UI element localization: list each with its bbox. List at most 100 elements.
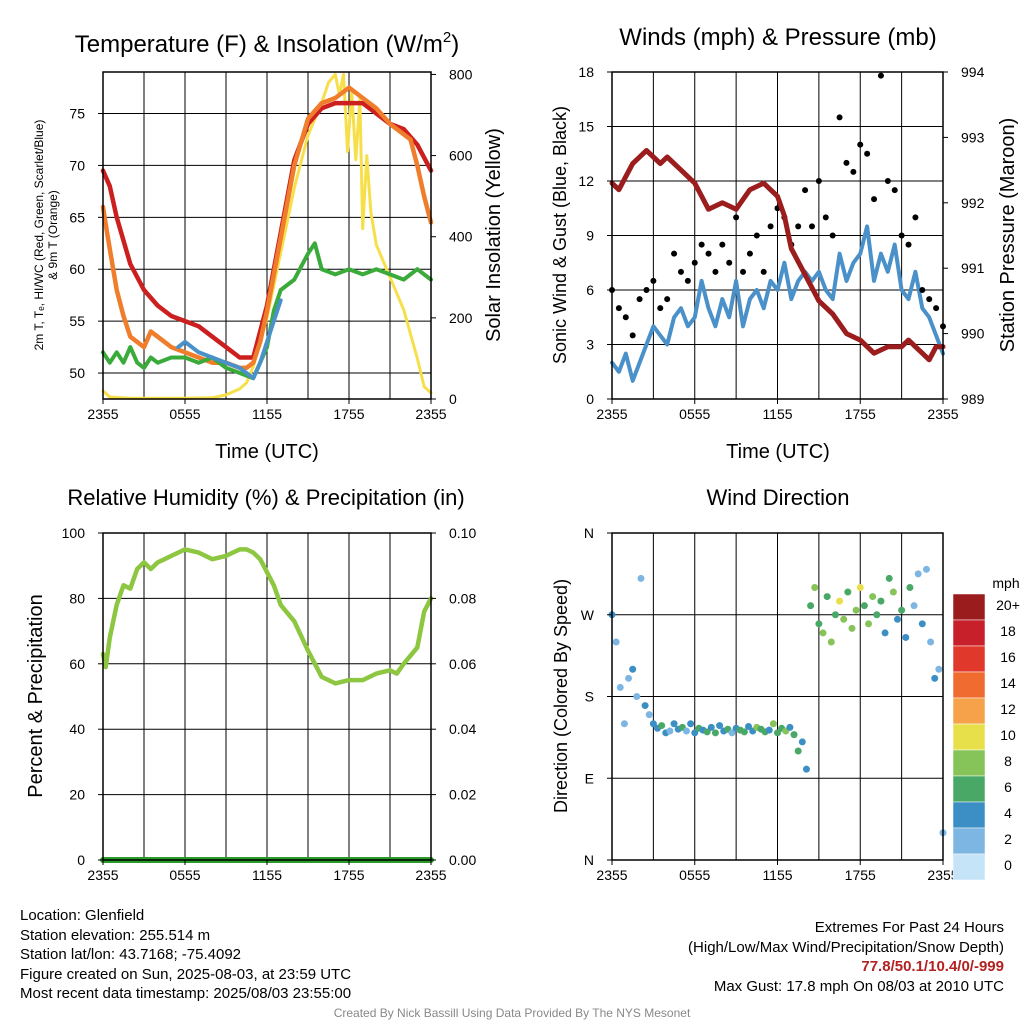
x-tick-label: 2355 <box>596 867 627 883</box>
gust-point <box>891 187 898 194</box>
pressure-tick-label: 992 <box>961 195 985 211</box>
gust-point <box>740 268 747 275</box>
wind-direction-point <box>745 722 753 730</box>
humidity-tick-label: 100 <box>62 525 86 541</box>
wind-direction-point <box>691 729 699 737</box>
x-tick-label: 1155 <box>762 867 792 883</box>
x-tick-label: 0555 <box>169 406 200 422</box>
wind-direction-point <box>823 593 831 601</box>
temperature-y-label-line2: & 9m T (Orange) <box>46 190 60 280</box>
wind-direction-point <box>687 720 695 728</box>
wind-direction-point <box>836 597 844 605</box>
gust-point <box>843 159 850 166</box>
humidity-tick-label: 40 <box>69 721 85 737</box>
gust-point <box>636 296 643 303</box>
pressure-tick-label: 994 <box>961 64 985 80</box>
temperature-tick-label: 65 <box>69 209 85 225</box>
wind-direction-point <box>856 584 864 591</box>
wind-direction-point <box>641 702 649 710</box>
wind-direction-point <box>852 606 860 614</box>
wind-chill-line <box>176 298 283 381</box>
x-tick-label: 2355 <box>596 406 627 422</box>
temperature-panel-title: Temperature (F) & Insolation (W/m2) <box>75 29 459 58</box>
station-latlon: Station lat/lon: 43.7168; -75.4092 <box>20 946 242 963</box>
gust-point <box>615 305 622 312</box>
wind-direction-point <box>935 665 943 673</box>
humidity-tick-label: 80 <box>69 590 85 606</box>
wind-direction-point <box>873 611 881 619</box>
sonic-wind-line <box>610 224 945 383</box>
pressure-line <box>609 148 946 363</box>
gust-point <box>691 259 698 266</box>
wind-direction-point <box>860 602 868 610</box>
x-tick-label: 1755 <box>333 406 364 422</box>
gust-point <box>733 214 740 221</box>
temp-2m-line <box>100 100 434 360</box>
colorbar-swatch <box>952 671 986 699</box>
wind-direction-point <box>633 693 641 700</box>
pressure-y-label: Station Pressure (Maroon) <box>997 118 1019 353</box>
wind-y-label: Sonic Wind & Gust (Blue, Black) <box>550 106 570 364</box>
gust-point <box>898 232 905 239</box>
x-tick-label: 1755 <box>333 867 364 883</box>
gust-point <box>712 268 719 275</box>
station-elevation: Station elevation: 255.514 m <box>20 926 211 944</box>
wind-direction-point <box>707 723 715 731</box>
colorbar-tick-label: 18 <box>1000 623 1016 639</box>
gust-point <box>912 214 919 221</box>
wind-direction-y-label: Direction (Colored By Speed) <box>551 579 571 813</box>
wind-direction-point <box>881 629 889 637</box>
wind-tick-label: 9 <box>586 228 594 244</box>
gust-point <box>664 296 671 303</box>
wind-direction-point <box>885 574 893 582</box>
gust-point <box>933 305 940 312</box>
insolation-tick-label: 600 <box>449 148 473 164</box>
gust-point <box>760 268 767 275</box>
wind-direction-point <box>649 720 657 728</box>
max-gust: Max Gust: 17.8 mph On 08/03 at 2010 UTC <box>713 977 1004 995</box>
temperature-x-label: Time (UTC) <box>215 441 319 463</box>
extremes-values: 77.8/50.1/10.4/0/-999 <box>861 958 1004 975</box>
colorbar-swatch <box>952 827 986 855</box>
colorbar-tick-label: 10 <box>1000 727 1016 743</box>
gust-point <box>822 214 829 221</box>
wind-direction-panel: Wind Direction 2355 0555 1155 1755 2355NESWN… <box>551 485 1020 883</box>
extremes-title: Extremes For Past 24 Hours <box>814 919 1004 936</box>
wind-tick-label: 12 <box>578 173 594 189</box>
wind-direction-point <box>616 683 624 691</box>
wind-direction-point <box>811 584 819 591</box>
colorbar-tick-label: 2 <box>1004 831 1012 847</box>
direction-tick-label: S <box>585 689 594 705</box>
insolation-tick-label: 0 <box>449 391 457 407</box>
humidity-plot-area: 2355 0555 1155 1755 23550204060801000.000.02… <box>62 525 477 883</box>
wind-direction-point <box>902 633 910 641</box>
wind-direction-point <box>794 747 802 755</box>
wind-direction-point <box>815 620 823 628</box>
wind-direction-point <box>703 728 711 736</box>
temperature-y-label-line1: 2m T, Tₑ, HI/WC (Red, Green, Scarlet/Blu… <box>32 120 46 351</box>
x-tick-label: 0555 <box>679 406 710 422</box>
wind-direction-point <box>906 584 914 591</box>
wind-direction-point <box>918 620 926 628</box>
x-tick-label: 2355 <box>415 406 446 422</box>
wind-direction-point <box>670 720 678 728</box>
colorbar-swatch <box>952 853 986 881</box>
gust-point <box>829 232 836 239</box>
wind-direction-point <box>645 711 653 719</box>
winds-panel-title: Winds (mph) & Pressure (mb) <box>619 24 936 51</box>
colorbar-tick-label: 0 <box>1004 857 1012 873</box>
wind-direction-point <box>612 638 620 646</box>
x-tick-label: 1755 <box>845 867 876 883</box>
x-tick-label: 1155 <box>252 867 282 883</box>
colorbar-unit-label: mph <box>992 575 1019 591</box>
wind-direction-point <box>865 620 873 628</box>
x-tick-label: 0555 <box>679 867 710 883</box>
gust-point <box>767 223 774 230</box>
gust-point <box>753 232 760 239</box>
temperature-insolation-panel: Temperature (F) & Insolation (W/m2) 2355… <box>32 29 505 463</box>
wind-tick-label: 6 <box>586 282 594 298</box>
wind-direction-point <box>620 720 628 728</box>
gust-point <box>622 314 629 321</box>
gust-point <box>850 168 857 175</box>
